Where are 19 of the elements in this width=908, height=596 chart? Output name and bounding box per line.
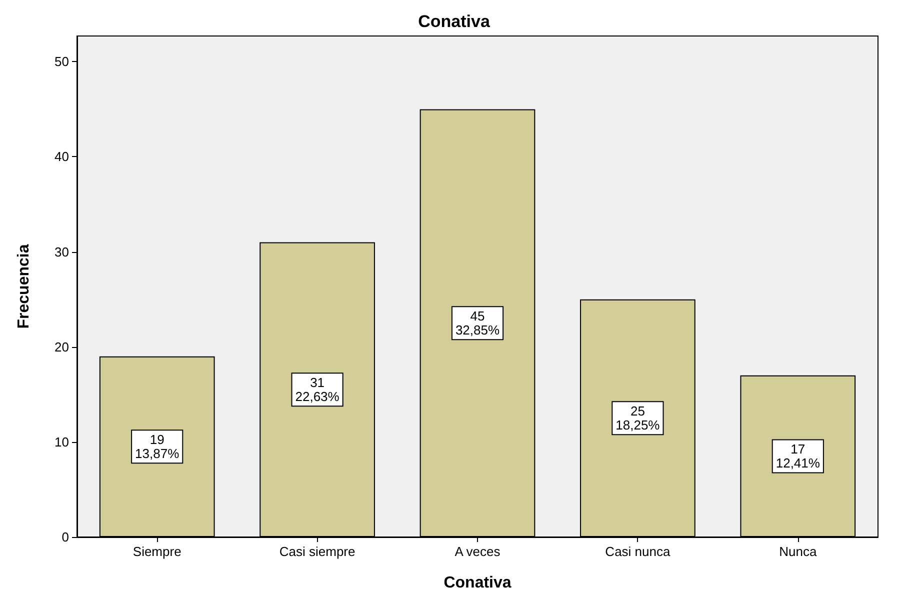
data-label: 17 12,41% <box>776 442 820 471</box>
data-label: 45 32,85% <box>455 308 500 338</box>
x-tick-label: Casi nunca <box>605 544 671 559</box>
x-tick-label: Nunca <box>779 544 818 559</box>
y-tick-label: 0 <box>62 530 69 544</box>
y-tick-label: 10 <box>54 434 69 450</box>
x-tick-label: Casi siempre <box>279 544 356 559</box>
y-tick-label: 40 <box>54 149 69 164</box>
y-tick-label: 30 <box>54 244 69 260</box>
chart-title: Conativa <box>418 12 490 31</box>
x-tick-label: Siempre <box>132 544 182 559</box>
x-tick-label: A veces <box>454 544 501 559</box>
x-axis-title: Conativa <box>444 574 512 592</box>
y-tick-label: 20 <box>54 339 69 354</box>
y-axis-title: Frecuencia <box>16 244 32 329</box>
data-label: 19 13,87% <box>135 432 180 462</box>
data-label: 31 22,63% <box>295 375 340 404</box>
y-tick-label: 50 <box>54 54 69 70</box>
data-label: 25 18,25% <box>616 404 660 433</box>
